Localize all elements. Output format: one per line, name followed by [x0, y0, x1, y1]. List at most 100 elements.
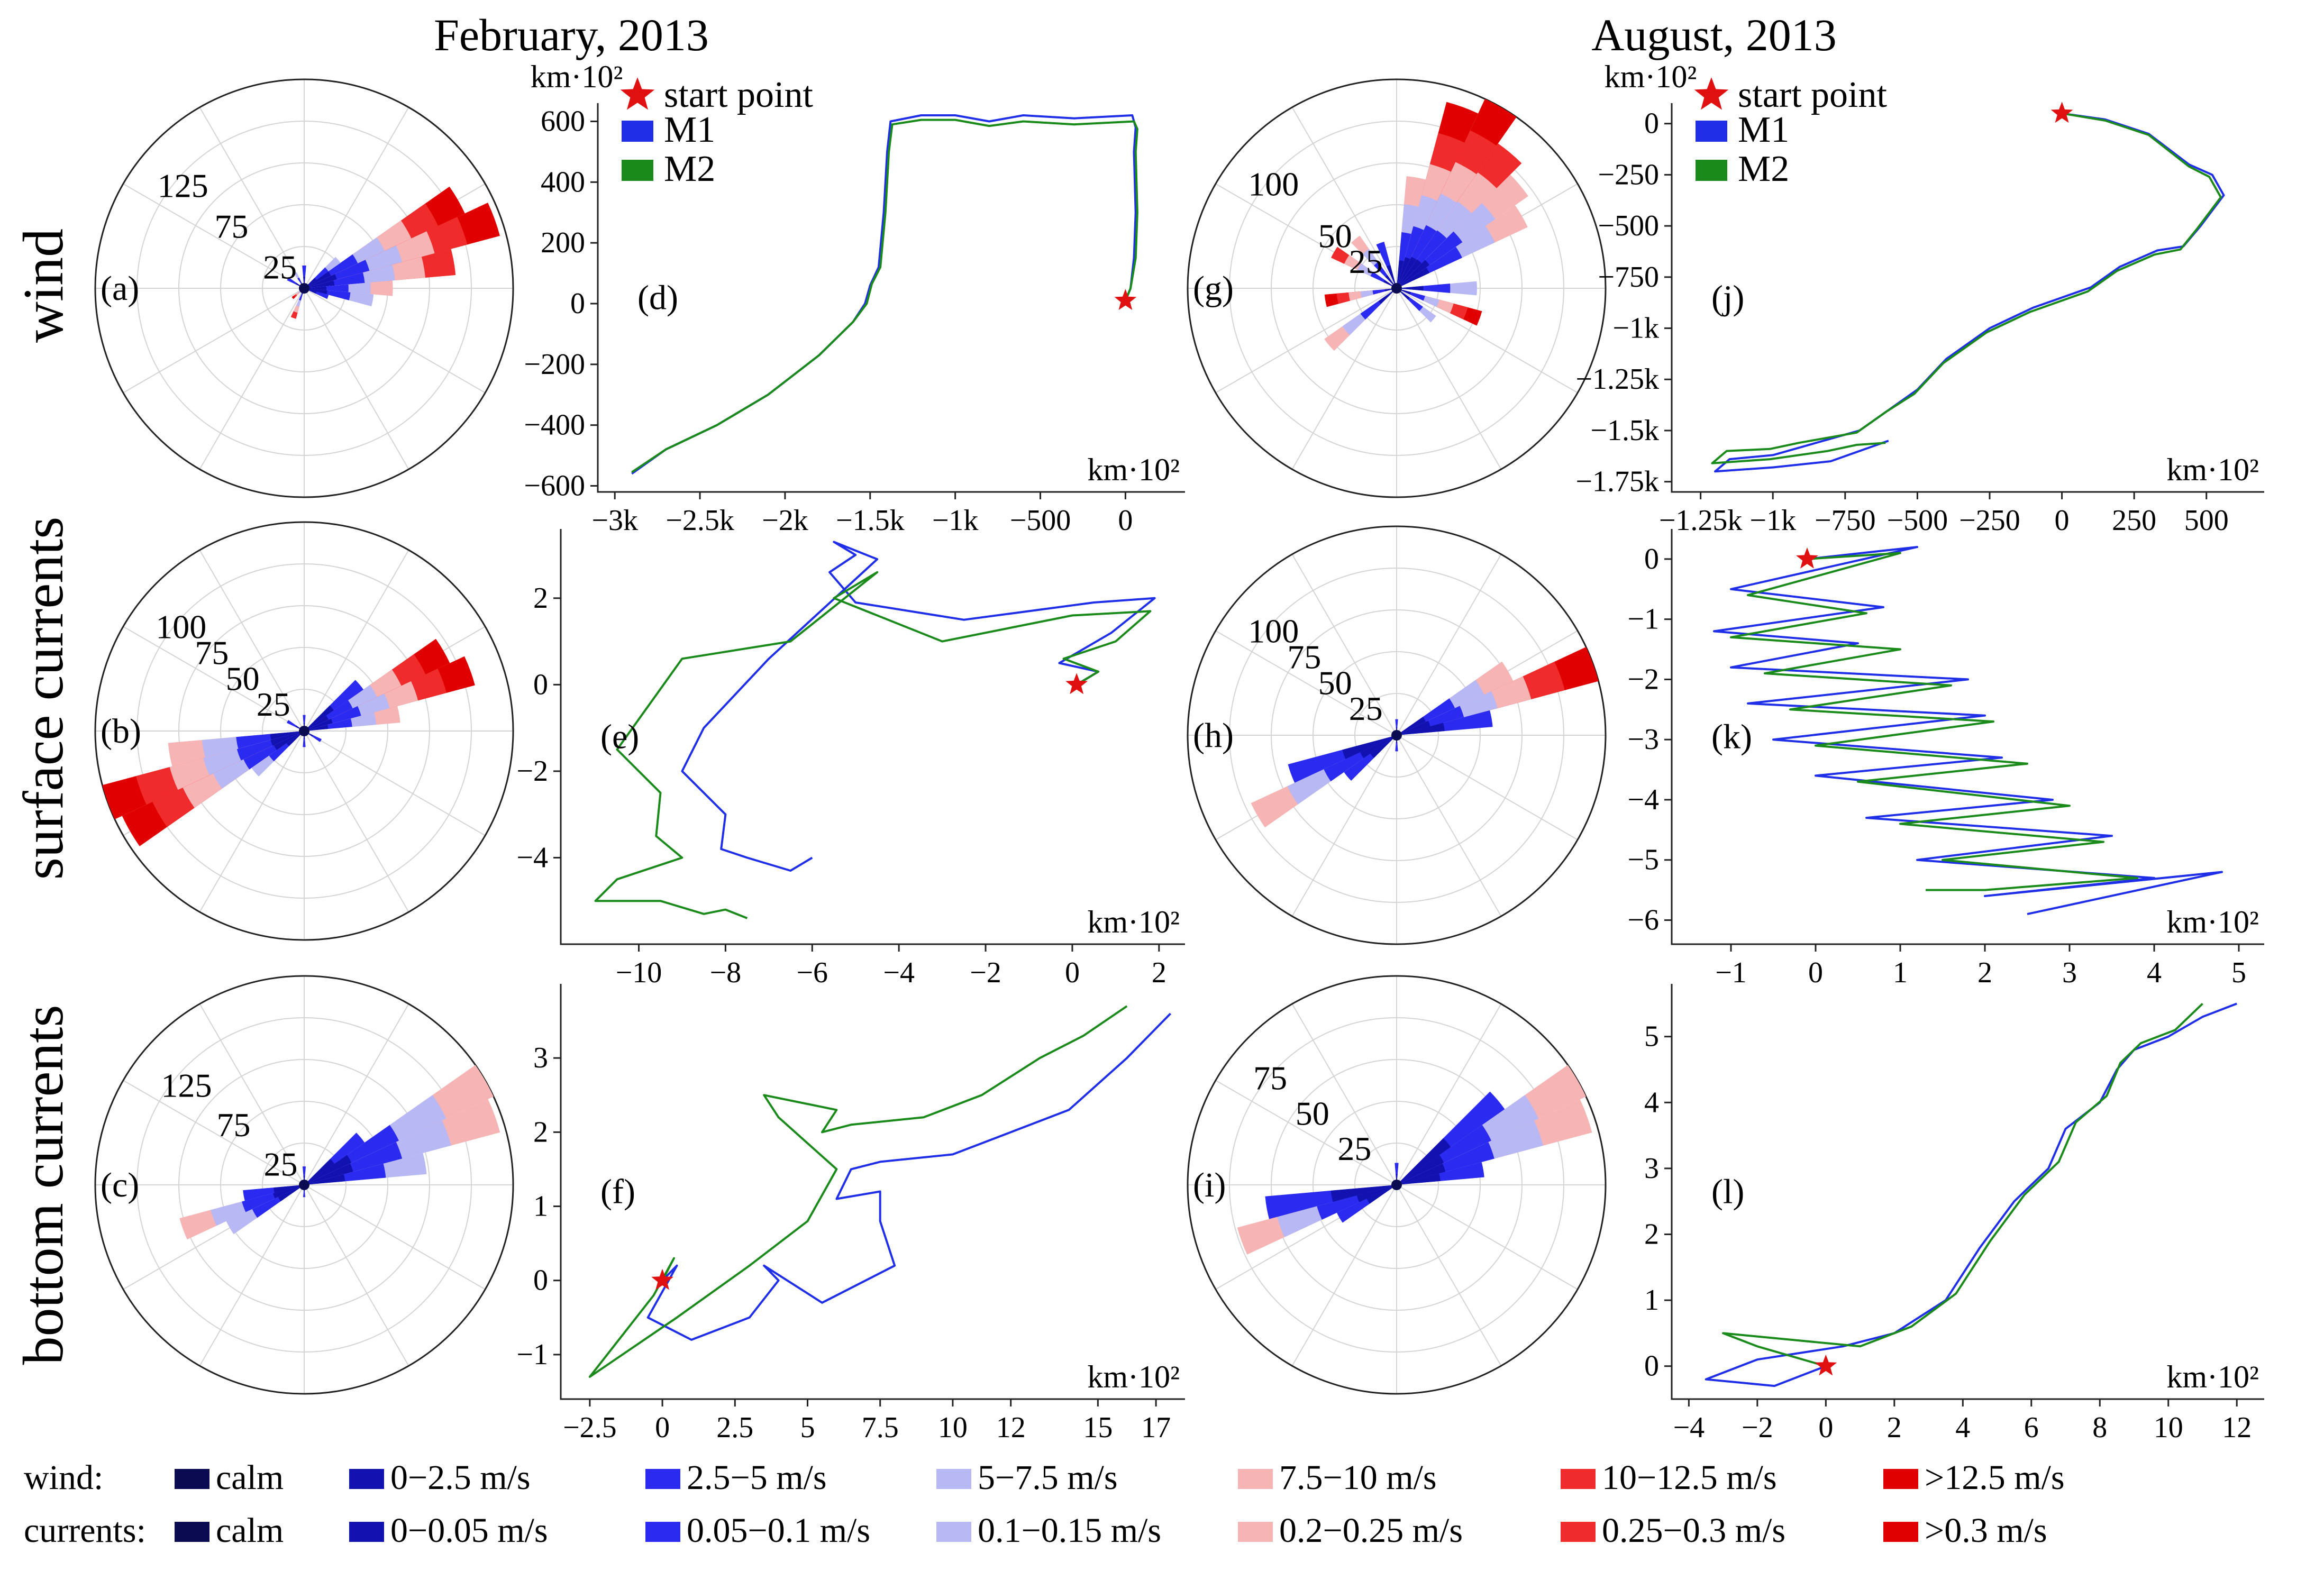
y-tick-label: −500	[1598, 209, 1659, 242]
rose-radial-tick-label: 75	[195, 634, 229, 672]
trajectory-panel-j: −1.25k −1k −750 −500 −250 0 250 500−1.75k−1.5k−…	[1575, 59, 2264, 537]
y-tick-label: 600	[541, 105, 585, 138]
panel-letter: (d)	[637, 279, 678, 317]
x-tick-label: 8	[2092, 1411, 2107, 1444]
x-tick-label: −2	[1742, 1411, 1773, 1444]
rose-petal-segment	[1397, 717, 1426, 735]
x-tick-label: 250	[2112, 504, 2156, 537]
rose-petal-segment	[1397, 267, 1429, 288]
x-tick-label: 0	[1118, 504, 1133, 537]
x-tick-label: −4	[883, 956, 915, 989]
rose-grid-spoke	[1291, 107, 1397, 289]
legend-wind-entries: calm 0−2.5 m/s 2.5−5 m/s 5−7.5 m/s 7.5−10 m/…	[175, 1458, 2065, 1497]
y-tick-label: 4	[1644, 1086, 1659, 1119]
rose-grid-spoke	[199, 1184, 305, 1366]
panel-letter: (b)	[101, 712, 141, 751]
panel-letter: (i)	[1193, 1166, 1226, 1204]
trajectory-line-m1	[681, 541, 1156, 872]
x-axis-unit-label: km·10²	[1087, 905, 1180, 939]
x-tick-label: −500	[1010, 504, 1071, 537]
y-tick-label: −6	[1627, 903, 1659, 936]
x-axis-unit-label: km·10²	[2166, 905, 2259, 939]
rose-outer-ring	[1187, 525, 1607, 945]
legend-current-label-4: 0.2−0.25 m/s	[1279, 1511, 1463, 1550]
legend-start-point-label: start point	[664, 75, 813, 115]
rose-radial-tick-label: 50	[1296, 1094, 1329, 1132]
trajectory-line-m2	[1722, 1002, 2203, 1367]
y-tick-label: −4	[516, 841, 548, 874]
legend-wind-swatch-0	[175, 1469, 209, 1489]
legend-current-entries: calm 0−0.05 m/s 0.05−0.1 m/s 0.1−0.15 m/s 0.…	[175, 1511, 2047, 1550]
y-tick-label: 3	[533, 1042, 548, 1074]
legend-current-swatch-1	[349, 1522, 384, 1542]
legend-wind-swatch-1	[349, 1469, 384, 1489]
start-point-star-icon	[1065, 673, 1088, 695]
y-tick-label: −250	[1598, 158, 1659, 191]
rose-petal-segment	[1330, 1185, 1397, 1202]
y-tick-label: 0	[1644, 1350, 1659, 1383]
rose-petal-segment	[1397, 1173, 1441, 1185]
speed-legend: wind: currents: calm 0−2.5 m/s 2.5−5 m/s 5−…	[24, 1458, 2065, 1550]
legend-current-swatch-4	[1238, 1522, 1273, 1542]
row-label-wind: wind	[12, 229, 75, 343]
legend-wind-label-3: 5−7.5 m/s	[978, 1458, 1118, 1497]
legend-wind-swatch-3	[936, 1469, 971, 1489]
rose-petal-segment	[1397, 257, 1417, 288]
rose-grid-spoke	[123, 183, 305, 289]
trajectory-line-m2	[631, 118, 1138, 473]
rose-grid-spoke	[199, 288, 305, 470]
legend-wind-label-1: 0−2.5 m/s	[390, 1458, 531, 1497]
y-tick-label: 0	[570, 287, 585, 320]
x-tick-label: 0	[1065, 956, 1080, 989]
rose-petal-segment	[1397, 723, 1445, 735]
rose-petal-segment	[1356, 1185, 1397, 1202]
rose-grid-spoke	[304, 730, 486, 836]
y-tick-label: −400	[524, 409, 585, 442]
panel-letter: (h)	[1193, 716, 1234, 755]
rose-grid-spoke	[304, 288, 409, 470]
legend-current-label-1: 0−0.05 m/s	[390, 1511, 548, 1550]
rose-radial-tick-label: 50	[1318, 664, 1352, 701]
x-tick-label: −2.5k	[666, 504, 734, 537]
x-tick-label: 0	[1808, 956, 1823, 989]
x-tick-label: 2	[1977, 956, 1992, 989]
rose-calm-center	[299, 726, 309, 736]
rose-grid-spoke	[304, 730, 409, 912]
rose-petal-segment	[1378, 288, 1397, 304]
x-tick-label: 7.5	[862, 1411, 899, 1444]
legend-wind-label-4: 7.5−10 m/s	[1279, 1458, 1437, 1497]
rose-grid-spoke	[304, 550, 409, 732]
y-tick-label: 2	[533, 1116, 548, 1148]
x-tick-label: 2.5	[716, 1411, 753, 1444]
legend-current-label-2: 0.05−0.1 m/s	[687, 1511, 870, 1550]
x-axis-unit-label: km·10²	[1087, 1359, 1180, 1394]
y-tick-label: −1	[1627, 603, 1659, 636]
y-tick-label: 200	[541, 226, 585, 259]
start-point-star-icon	[620, 77, 655, 110]
rose-petal-segment	[303, 277, 305, 288]
x-tick-label: 12	[996, 1411, 1026, 1444]
x-tick-label: −2.5	[563, 1411, 617, 1444]
y-tick-label: −4	[1627, 783, 1659, 816]
y-tick-label: −2	[1627, 663, 1659, 696]
rose-petal-segment	[304, 286, 326, 290]
legend-current-swatch-3	[936, 1522, 971, 1542]
y-tick-label: 2	[533, 582, 548, 615]
x-tick-label: −750	[1815, 504, 1876, 537]
rose-calm-center	[299, 1180, 309, 1190]
rose-petal-segment	[1397, 260, 1404, 288]
x-tick-label: −2	[970, 956, 1001, 989]
rose-petal-segment	[274, 1185, 304, 1193]
x-tick-label: −1k	[932, 504, 979, 537]
rose-petal-segment	[304, 718, 333, 731]
trajectory-panel-k: −1 0 1 2 3 4 5 −6 −5 −4 −3 −2 −1 0 km·10² (k)	[1627, 529, 2264, 989]
row-label-bottom-currents: bottom currents	[12, 1005, 75, 1365]
legend-m2-label: M2	[664, 149, 715, 189]
rose-petal-segment	[1397, 259, 1422, 288]
x-tick-label: 3	[2062, 956, 2077, 989]
rose-radial-tick-label: 75	[217, 1106, 251, 1144]
panel-letter: (e)	[600, 718, 639, 756]
y-tick-label: 3	[1644, 1152, 1659, 1185]
y-axis-unit-label: km·10²	[1605, 59, 1697, 94]
